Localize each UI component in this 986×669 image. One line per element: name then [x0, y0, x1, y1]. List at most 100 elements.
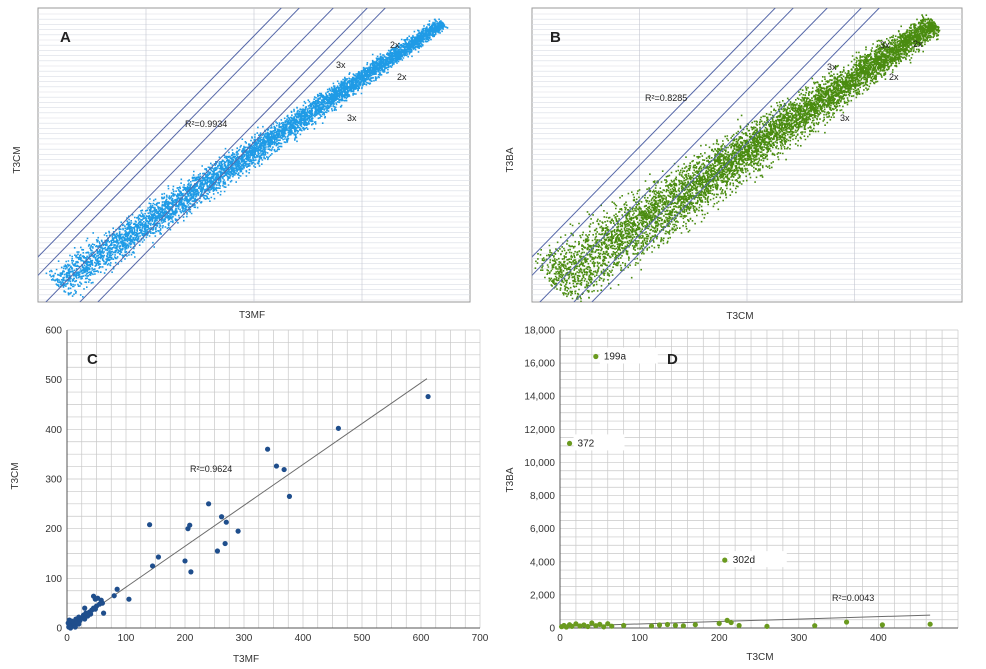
data-point — [88, 611, 94, 617]
data-point — [692, 622, 698, 628]
panel-d: 0 100 200 300 400 0 2,000 4,000 6,000 8,000 10,000… — [505, 326, 959, 663]
panel-a-letter: A — [60, 29, 71, 46]
y-tick-label: 2,000 — [530, 590, 555, 601]
data-point — [218, 514, 225, 520]
panel-c-letter: C — [87, 351, 98, 368]
data-point — [722, 557, 728, 563]
data-point — [566, 440, 573, 447]
data-point — [664, 621, 671, 628]
x-tick-label: 300 — [790, 633, 807, 644]
data-point — [92, 596, 98, 602]
panel-c: 0 100 200 300 400 500 600 700 0 100 200 300 400 500 60… — [10, 326, 489, 666]
fold-change-line — [38, 8, 300, 277]
x-tick-label: 400 — [295, 633, 312, 644]
panel-a-y-axis-label: T3CM — [12, 146, 23, 173]
data-point — [927, 621, 933, 627]
data-point — [111, 593, 117, 599]
data-point — [235, 528, 241, 534]
panel-b: B R²=0.8285 3x 2x 3x 2x 3x T3CM T3BA — [505, 7, 963, 322]
x-tick-label: 100 — [631, 633, 648, 644]
panel-b-y-axis-label: T3BA — [505, 147, 516, 172]
data-point — [716, 620, 722, 626]
data-point — [72, 624, 78, 630]
data-point — [728, 619, 734, 626]
data-point — [222, 540, 228, 547]
panel-b-fold-label: 3x — [840, 113, 850, 123]
data-point — [601, 624, 607, 630]
fold-change-line — [591, 8, 880, 302]
data-point — [214, 548, 221, 554]
panel-a-point-cloud — [45, 18, 449, 298]
data-point — [67, 625, 74, 631]
y-tick-label: 10,000 — [524, 458, 555, 469]
data-point — [593, 623, 599, 629]
data-point — [66, 617, 72, 623]
y-tick-label: 200 — [45, 524, 62, 535]
data-point — [188, 569, 194, 575]
trendline — [559, 614, 931, 627]
data-point — [680, 623, 686, 629]
panel-a-x-axis-label: T3MF — [239, 310, 265, 321]
panel-b-x-axis-label: T3CM — [726, 311, 753, 322]
scatter-points — [534, 14, 941, 302]
data-point — [609, 623, 615, 629]
data-point — [182, 558, 188, 564]
panel-d-letter: D — [667, 351, 678, 368]
panel-b-fold-label: 2x — [889, 72, 899, 82]
panel-c-r2-label: R²=0.9624 — [190, 464, 232, 474]
data-point — [100, 610, 107, 616]
x-tick-label: 700 — [472, 633, 489, 644]
x-tick-label: 200 — [177, 633, 194, 644]
annotation-label: 372 — [578, 438, 595, 449]
annotation-label: 302d — [733, 555, 755, 566]
panel-d-tick-labels: 0 100 200 300 400 0 2,000 4,000 6,000 8,000 10,000… — [524, 326, 887, 645]
panel-a-fold-label: 2x — [397, 72, 407, 82]
y-tick-label: 0 — [56, 624, 62, 635]
identity-line — [539, 8, 828, 302]
identity-line — [45, 8, 334, 302]
data-point — [286, 493, 293, 499]
data-point — [724, 617, 730, 623]
data-point — [573, 621, 579, 627]
panel-a-fold-label: 2x — [390, 40, 400, 50]
data-point — [621, 622, 627, 629]
panel-d-y-axis-label: T3BA — [505, 467, 516, 492]
data-point — [425, 393, 431, 400]
x-tick-label: 500 — [354, 633, 371, 644]
data-point — [812, 623, 818, 629]
data-point — [593, 353, 599, 360]
data-point — [648, 623, 655, 629]
x-tick-label: 600 — [413, 633, 430, 644]
data-point — [335, 425, 341, 431]
data-point — [605, 621, 611, 627]
panel-b-fold-label: 3x — [827, 62, 837, 72]
data-point — [577, 623, 583, 629]
data-point — [114, 586, 120, 592]
panel-a-r2-label: R²=0.9934 — [185, 119, 227, 129]
x-tick-label: 400 — [870, 633, 887, 644]
x-tick-label: 200 — [711, 633, 728, 644]
data-point — [281, 466, 287, 473]
y-tick-label: 0 — [549, 624, 555, 635]
y-tick-label: 300 — [45, 475, 62, 486]
data-point — [206, 501, 212, 507]
data-point — [843, 619, 850, 625]
y-tick-label: 16,000 — [524, 359, 555, 370]
data-point — [149, 563, 156, 569]
fold-change-line — [97, 8, 386, 302]
panel-b-fold-label: 3x — [880, 40, 890, 50]
data-point — [82, 605, 88, 611]
trendline — [66, 378, 428, 629]
scatter-points — [45, 18, 449, 298]
data-point — [126, 596, 132, 602]
panel-c-y-axis-label: T3CM — [10, 462, 21, 489]
panel-c-points — [65, 393, 431, 631]
panel-a-fold-lines — [38, 8, 386, 302]
panel-b-point-cloud — [534, 14, 941, 302]
x-tick-label: 0 — [557, 633, 563, 644]
y-tick-label: 400 — [45, 425, 62, 436]
panel-b-fold-label: 2x — [913, 39, 923, 49]
annotation-label: 199a — [604, 351, 627, 362]
panel-b-r2-label: R²=0.8285 — [645, 93, 687, 103]
data-point — [736, 622, 742, 629]
